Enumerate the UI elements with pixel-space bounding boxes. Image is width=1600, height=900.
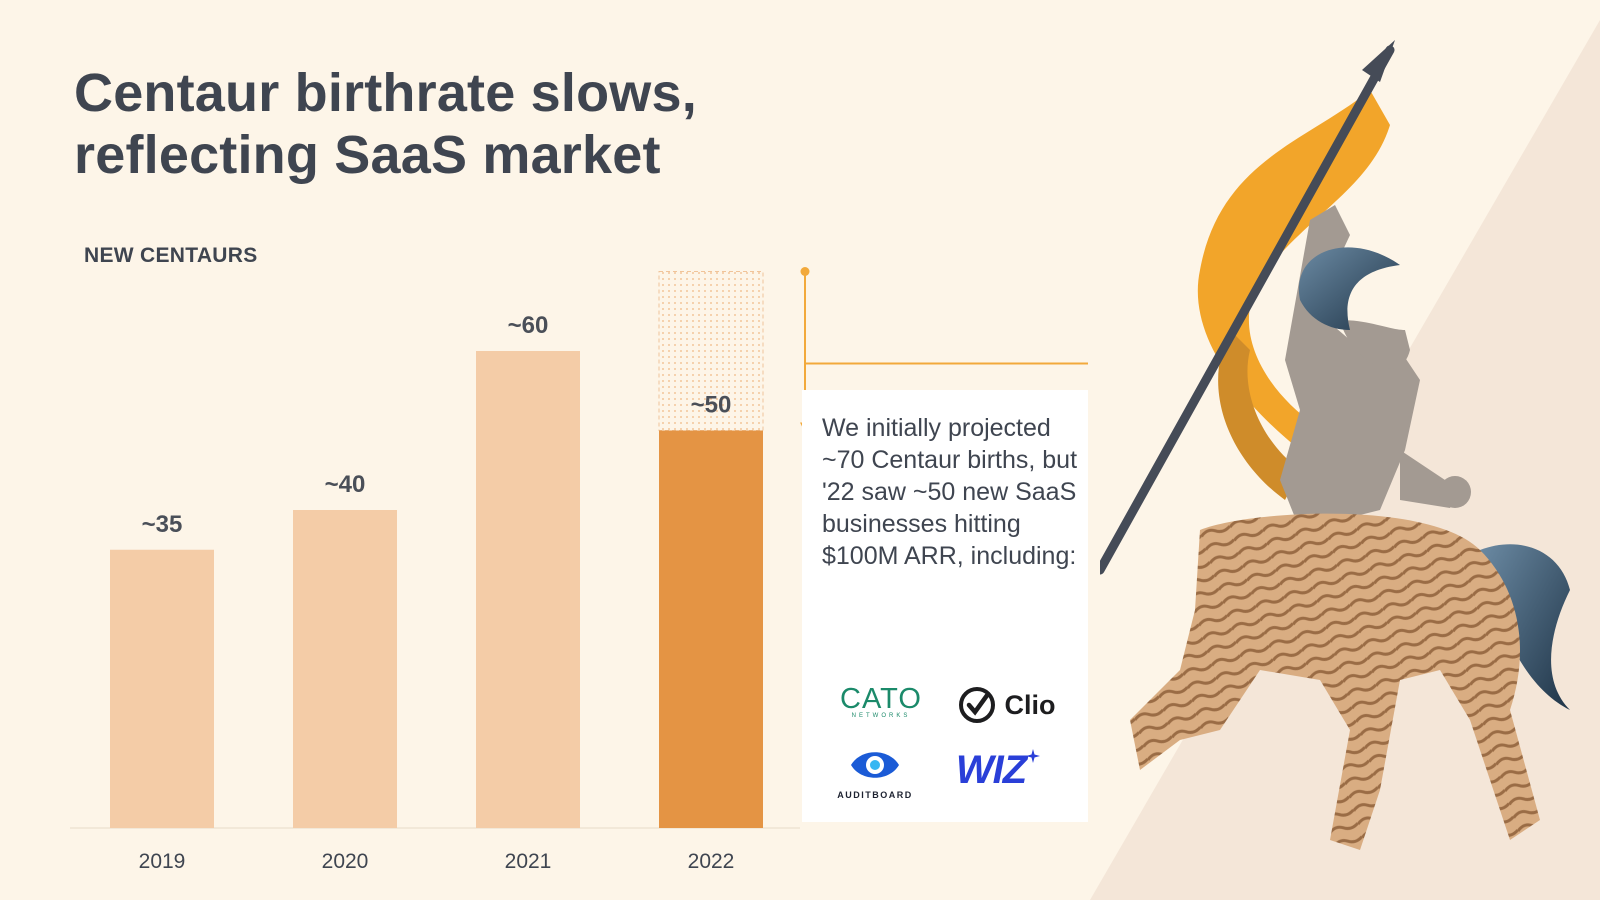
wiz-logo: WIZ (948, 744, 1048, 796)
cato-networks-logo: CATO NETWORKS (826, 682, 936, 722)
y-axis-label: NEW CENTAURS (84, 244, 258, 267)
x-tick-label-2020: 2020 (322, 850, 369, 873)
x-tick-label-2019: 2019 (139, 850, 186, 873)
clio-logo-name: Clio (1004, 689, 1056, 720)
page-title: Centaur birthrate slows, reflecting SaaS… (74, 62, 697, 186)
clio-check-icon (958, 687, 995, 723)
x-tick-label-2021: 2021 (505, 850, 552, 873)
bar-value-label-2022: ~50 (691, 392, 732, 419)
bar-value-label-2019: ~35 (142, 511, 183, 538)
wiz-logo-name: WIZ (955, 747, 1027, 792)
bar-value-label-2021: ~60 (508, 312, 549, 339)
bar-2019 (110, 549, 214, 828)
clio-logo: Clio (946, 682, 1066, 728)
title-line-2: reflecting SaaS market (74, 125, 661, 185)
auditboard-logo-name: AUDITBOARD (837, 790, 913, 800)
bar-value-label-2020: ~40 (325, 471, 366, 498)
note-text: We initially projected ~70 Centaur birth… (822, 414, 1078, 570)
wiz-star-icon (1026, 749, 1041, 763)
auditboard-logo: AUDITBOARD (820, 742, 930, 804)
note-card: We initially projected ~70 Centaur birth… (802, 390, 1088, 822)
x-tick-label-2022: 2022 (688, 850, 735, 873)
centaur-with-flag-illustration (1100, 40, 1570, 850)
bar-2020 (293, 510, 397, 828)
cato-logo-sub: NETWORKS (851, 713, 911, 719)
bar-2021 (476, 351, 580, 828)
auditboard-eye-icon (851, 752, 899, 778)
cato-logo-name: CATO (840, 683, 922, 715)
title-line-1: Centaur birthrate slows, (74, 63, 697, 123)
bar-2022 (659, 430, 763, 828)
